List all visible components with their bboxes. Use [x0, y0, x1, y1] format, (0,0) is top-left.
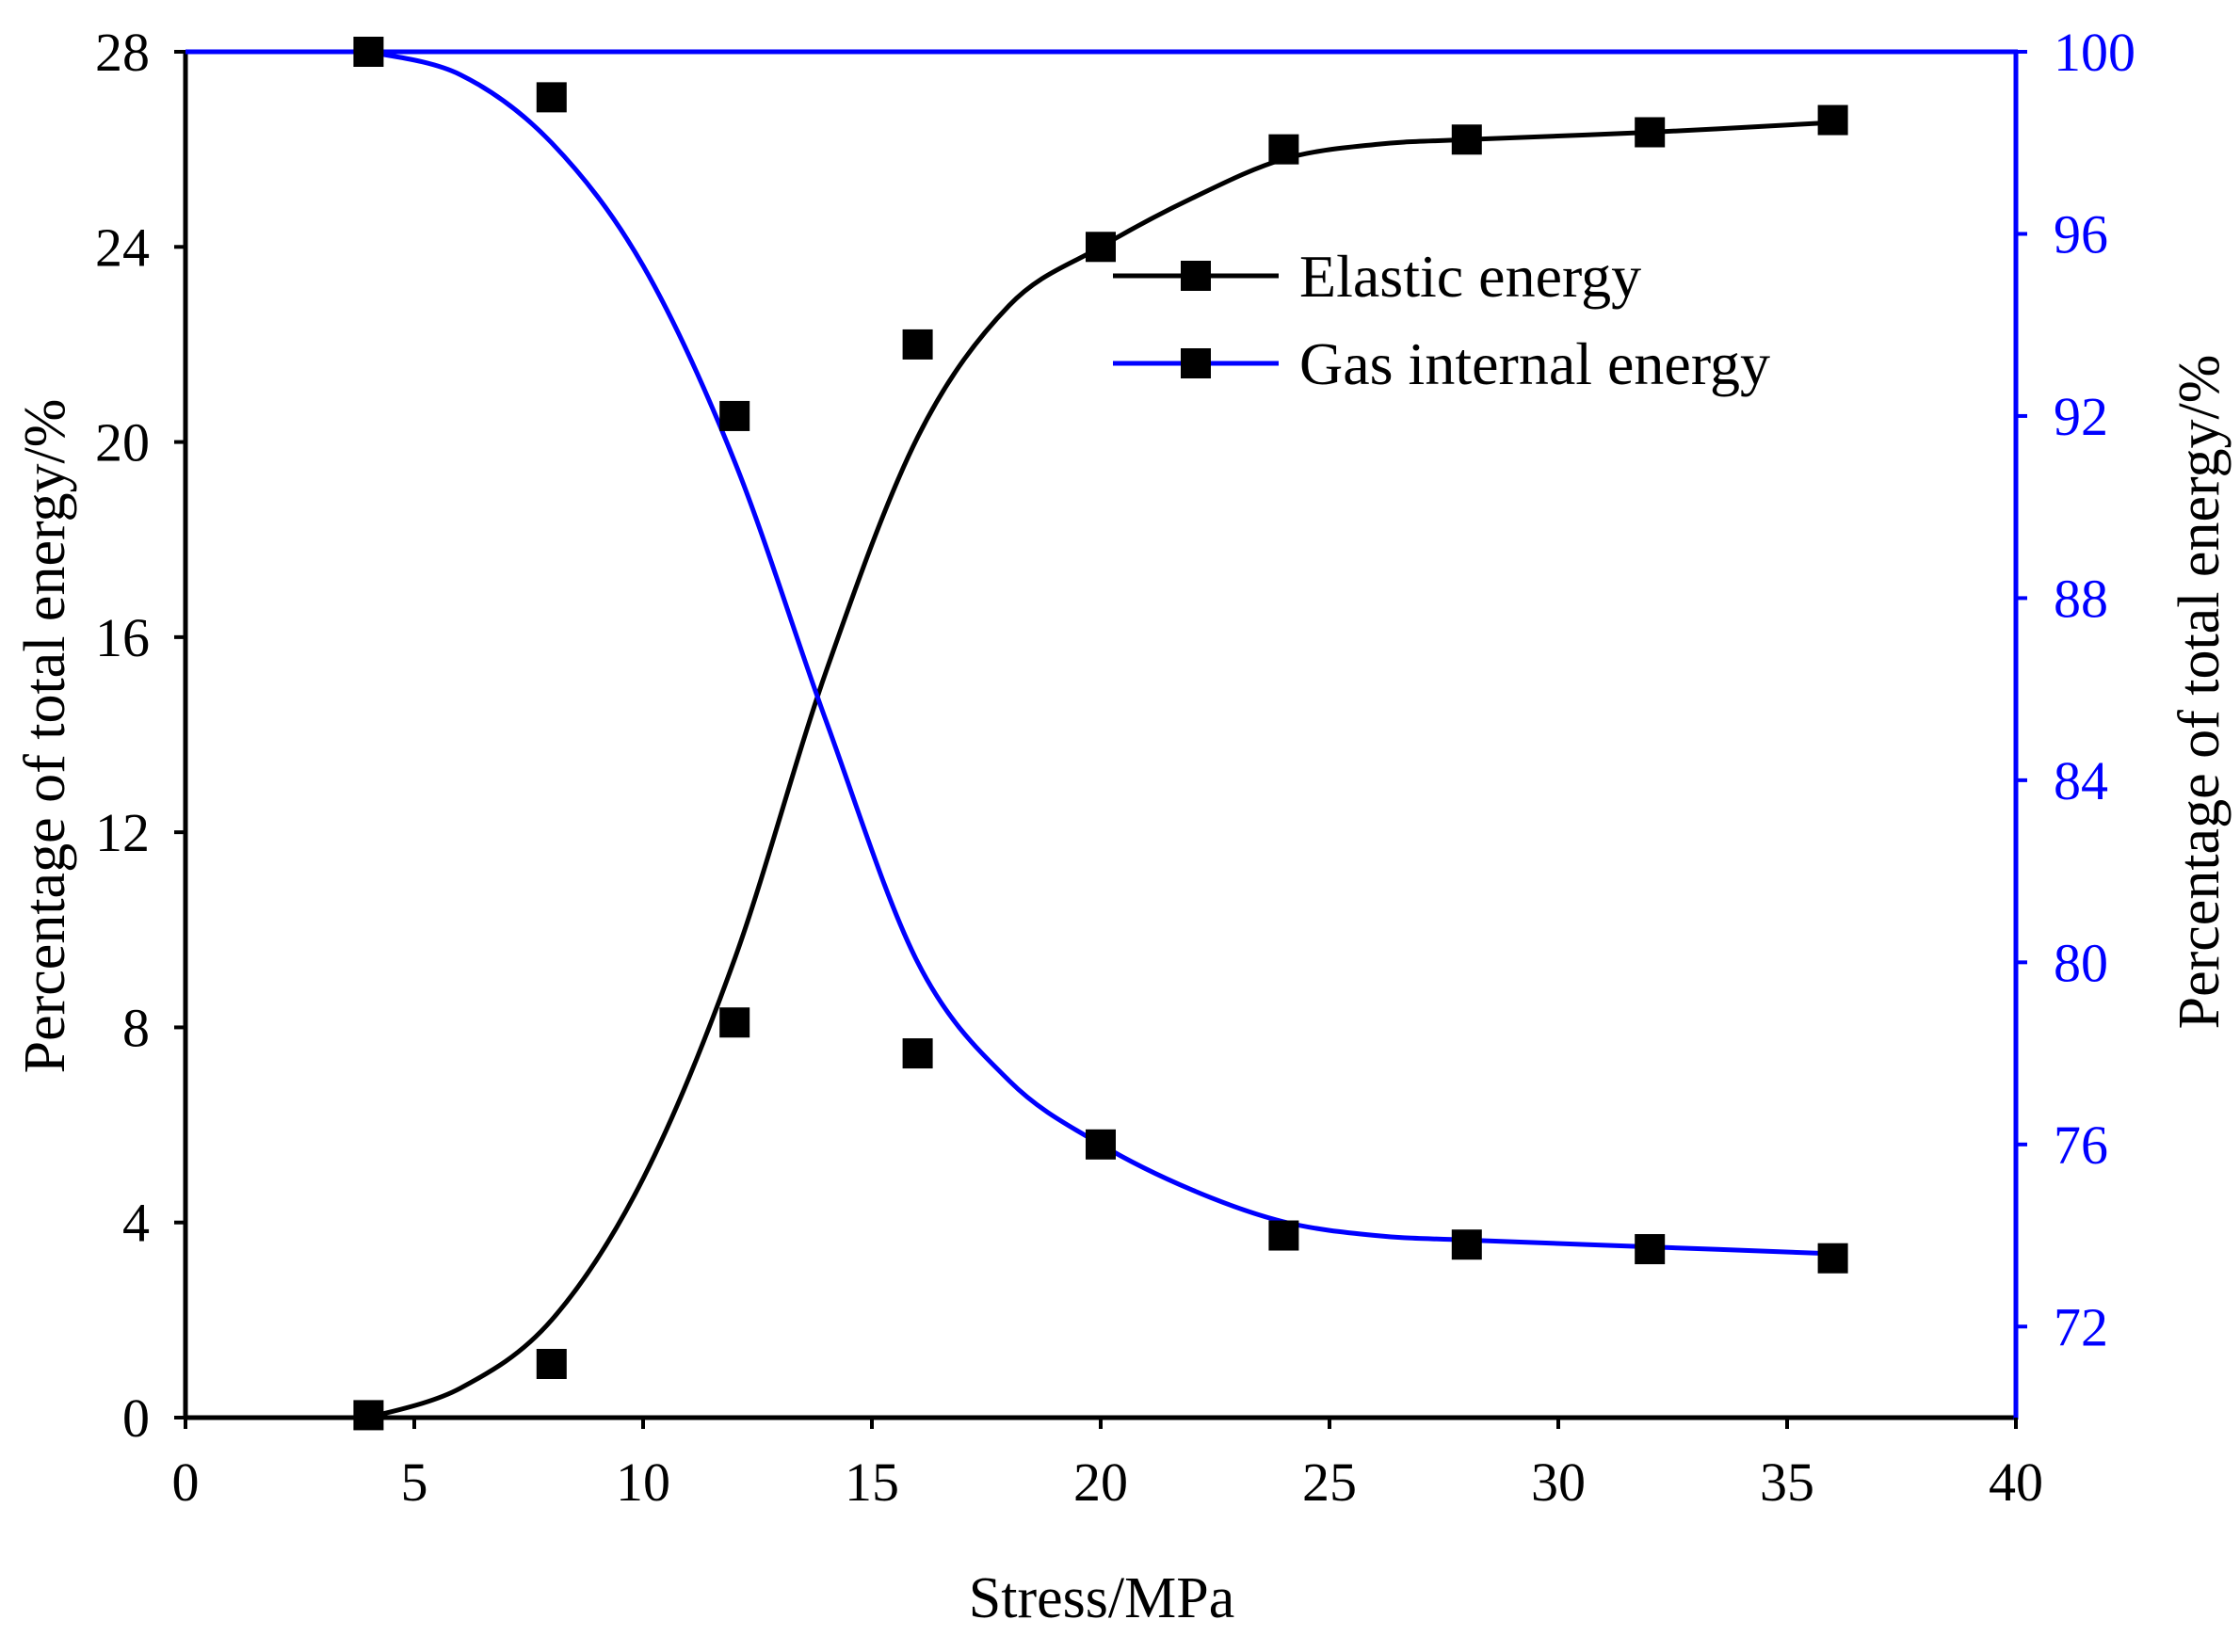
legend-marker-elastic-energy: [1181, 261, 1211, 291]
elastic-energy-point: [719, 1007, 750, 1038]
x-tick-label: 5: [401, 1452, 428, 1513]
y-right-tick-label: 96: [2054, 203, 2108, 265]
y-left-tick-label: 8: [122, 997, 150, 1058]
y-right-tick-label: 88: [2054, 568, 2108, 629]
y-left-tick-label: 28: [95, 22, 150, 83]
y-axis-right-ticks: 72 76 80 84 88 92 96 100: [2016, 22, 2135, 1357]
y-right-tick-label: 72: [2054, 1296, 2108, 1357]
y-right-tick-label: 80: [2054, 932, 2108, 993]
legend-label-gas-internal-energy: Gas internal energy: [1299, 330, 1770, 397]
x-axis-title: Stress/MPa: [969, 1566, 1234, 1630]
legend-marker-gas-internal-energy: [1181, 348, 1211, 378]
x-tick-label: 10: [616, 1452, 670, 1513]
elastic-energy-point: [353, 1400, 384, 1431]
plot-frame: [183, 49, 2019, 1420]
gas-internal-energy-point: [719, 400, 750, 431]
y-right-tick-label: 92: [2054, 386, 2108, 447]
elastic-energy-fit-line: [367, 120, 1833, 1420]
gas-internal-energy-point: [902, 1038, 933, 1069]
y-axis-left-title: Percentage of total energy/%: [13, 399, 77, 1074]
y-axis-right-title: Percentage of total energy/%: [2167, 355, 2232, 1030]
x-tick-label: 40: [1989, 1452, 2043, 1513]
y-right-tick-label: 76: [2054, 1115, 2108, 1176]
elastic-energy-point: [1635, 117, 1666, 148]
gas-internal-energy-point: [1268, 1220, 1299, 1251]
x-tick-label: 30: [1531, 1452, 1586, 1513]
y-left-tick-label: 24: [95, 217, 150, 278]
gas-internal-energy-point: [1086, 1129, 1116, 1160]
legend: Elastic energy Gas internal energy: [1113, 243, 1770, 397]
gas-internal-energy-point: [353, 37, 384, 67]
x-tick-label: 20: [1073, 1452, 1128, 1513]
y-right-tick-label: 100: [2054, 22, 2135, 83]
legend-label-elastic-energy: Elastic energy: [1299, 243, 1641, 310]
gas-internal-energy-point: [1817, 1243, 1848, 1274]
elastic-energy-point: [902, 329, 933, 360]
x-axis-ticks: 0 5 10 15 20 25 30 35 40: [172, 1418, 2043, 1513]
x-tick-label: 25: [1302, 1452, 1357, 1513]
elastic-energy-point: [1086, 232, 1116, 263]
series-layer: [353, 37, 1848, 1431]
y-left-tick-label: 16: [95, 607, 150, 668]
x-tick-label: 15: [845, 1452, 899, 1513]
gas-internal-energy-point: [536, 82, 567, 113]
y-right-tick-label: 84: [2054, 750, 2108, 811]
y-left-tick-label: 0: [122, 1387, 150, 1449]
y-left-tick-label: 20: [95, 412, 150, 473]
x-tick-label: 35: [1760, 1452, 1814, 1513]
elastic-energy-point: [1451, 124, 1482, 155]
gas-internal-energy-point: [1451, 1229, 1482, 1260]
x-tick-label: 0: [172, 1452, 200, 1513]
gas-internal-energy-point: [1635, 1234, 1666, 1265]
elastic-energy-point: [536, 1348, 567, 1379]
y-left-tick-label: 4: [122, 1193, 150, 1254]
gas-internal-energy-fit-line: [367, 49, 1833, 1257]
y-left-tick-label: 12: [95, 802, 150, 863]
y-axis-left-ticks: 0 4 8 12 16 20 24 28: [95, 22, 185, 1449]
elastic-energy-point: [1817, 104, 1848, 136]
elastic-energy-point: [1268, 134, 1299, 165]
